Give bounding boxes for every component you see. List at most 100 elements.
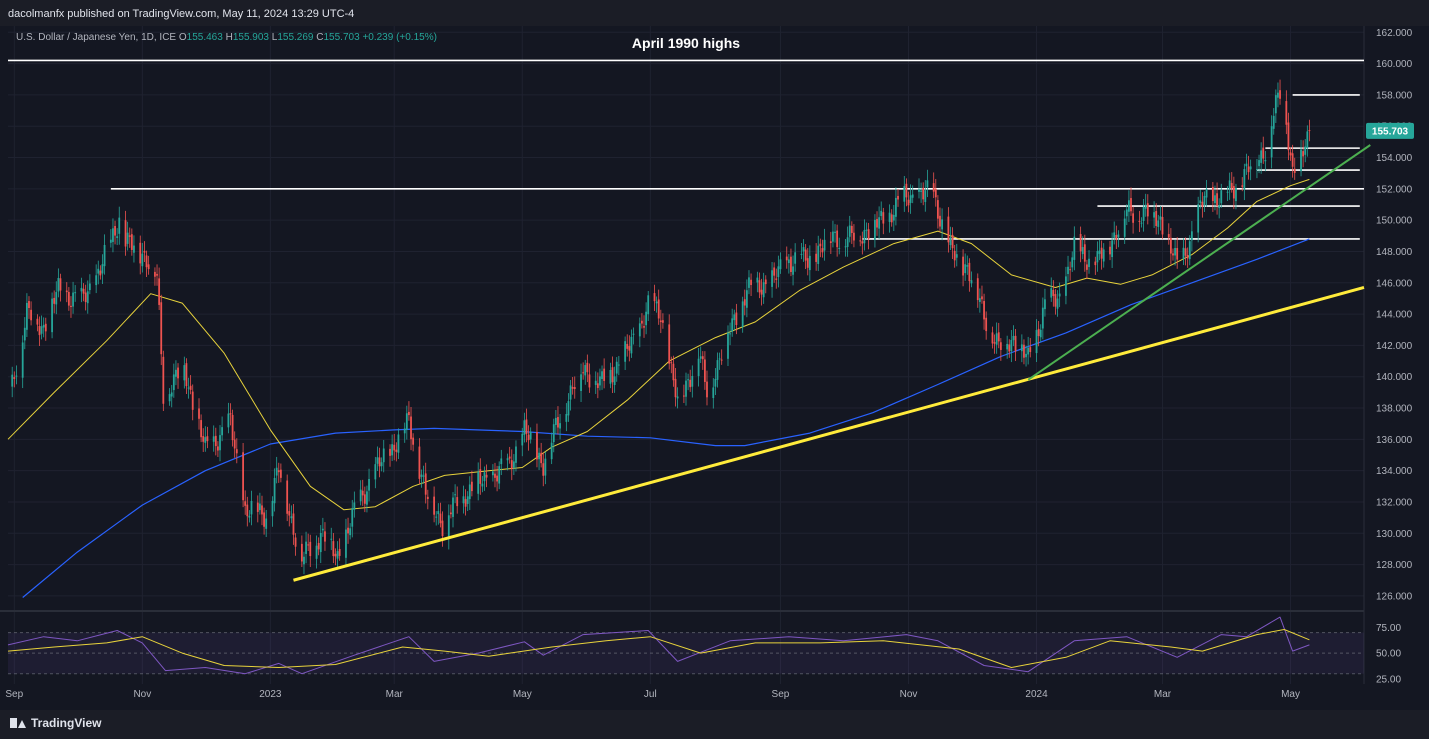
candle-body (1117, 234, 1120, 238)
candle-body (204, 437, 207, 443)
candle-body (219, 435, 221, 451)
candle-body (1125, 209, 1128, 217)
candle-body (466, 496, 469, 504)
trendlines (293, 144, 1371, 582)
candle-body (997, 332, 1000, 342)
candle-body (588, 374, 591, 388)
candle-body (565, 413, 568, 422)
candle-body (82, 288, 85, 294)
candle-body (368, 478, 370, 491)
candle-body (382, 448, 385, 463)
candle-body (995, 333, 998, 345)
candle-body (496, 475, 498, 482)
candle-body (321, 528, 324, 531)
candle-body (1293, 168, 1296, 174)
candle-body (70, 305, 72, 307)
candle-body (435, 516, 438, 518)
candle-body (1285, 101, 1288, 125)
candle-body (172, 374, 175, 391)
candle-body (672, 363, 675, 381)
time-tick-label: May (1281, 689, 1300, 700)
candle-body (815, 253, 818, 262)
candle-body (596, 383, 599, 388)
candle-body (324, 531, 326, 542)
rsi-band (8, 632, 1364, 675)
candle-body (437, 511, 440, 515)
candle-body (13, 377, 16, 379)
candle-body (1098, 250, 1101, 254)
candles (11, 79, 1311, 575)
low-value: 155.269 (277, 32, 314, 43)
candle-body (1199, 200, 1202, 203)
candle-body (202, 436, 205, 442)
candle-body (1012, 335, 1015, 341)
candle-body (800, 253, 803, 255)
candle-body (330, 538, 333, 540)
candle-body (676, 396, 679, 399)
candle-body (23, 327, 26, 341)
candle-body (550, 442, 553, 460)
candle-body (1044, 299, 1046, 310)
candle-body (97, 268, 100, 274)
candle-body (389, 448, 391, 456)
candle-body (1155, 211, 1158, 226)
candle-body (947, 216, 950, 243)
candle-body (275, 467, 278, 476)
candle-body (594, 380, 597, 385)
candle-body (95, 275, 98, 286)
candle-body (317, 542, 320, 550)
low-label: L (271, 32, 278, 43)
candle-body (729, 333, 731, 335)
candle-body (720, 359, 723, 361)
candle-body (40, 326, 43, 334)
candle-body (162, 356, 165, 404)
candle-body (953, 250, 956, 261)
candle-body (897, 195, 899, 200)
candle-body (580, 374, 582, 392)
candle-body (494, 473, 496, 478)
candle-body (920, 190, 922, 192)
candle-body (498, 466, 501, 484)
candle-body (479, 469, 482, 484)
candle-body (65, 290, 68, 293)
candle-body (462, 496, 465, 504)
candle-body (271, 500, 274, 517)
candle-body (198, 408, 200, 419)
candle-body (158, 278, 161, 305)
candle-body (36, 318, 39, 325)
candle-body (439, 513, 442, 524)
candle-body (477, 471, 480, 494)
candle-body (787, 259, 790, 264)
candle-body (557, 417, 559, 428)
candle-body (307, 544, 310, 546)
candle-body (1065, 276, 1067, 296)
time-axis: Sep Nov 2023 Mar May Jul Sep Nov 2024 Mar May (5, 689, 1300, 700)
candle-body (103, 244, 106, 267)
candle-body (844, 246, 847, 248)
candle-body (632, 333, 635, 335)
candle-body (536, 432, 538, 460)
candle-body (645, 311, 648, 326)
candle-body (890, 214, 893, 223)
candle-body (99, 270, 102, 276)
chart-title: April 1990 highs (632, 35, 740, 51)
candle-body (1056, 298, 1059, 309)
candle-body (1300, 149, 1302, 172)
candle-body (424, 473, 427, 495)
candle-body (838, 247, 841, 249)
candle-body (832, 231, 834, 242)
candle-body (1041, 307, 1044, 329)
candle-body (261, 505, 263, 515)
tradingview-logo[interactable]: TradingView (10, 716, 101, 730)
candle-body (1010, 339, 1013, 352)
candle-body (1102, 249, 1105, 262)
candle-body (28, 301, 30, 309)
candle-body (277, 470, 280, 473)
candle-body (1182, 247, 1185, 260)
candle-body (38, 326, 41, 336)
candle-body (147, 264, 150, 270)
candle-body (941, 219, 943, 230)
candle-body (966, 265, 969, 267)
candle-body (641, 320, 643, 324)
